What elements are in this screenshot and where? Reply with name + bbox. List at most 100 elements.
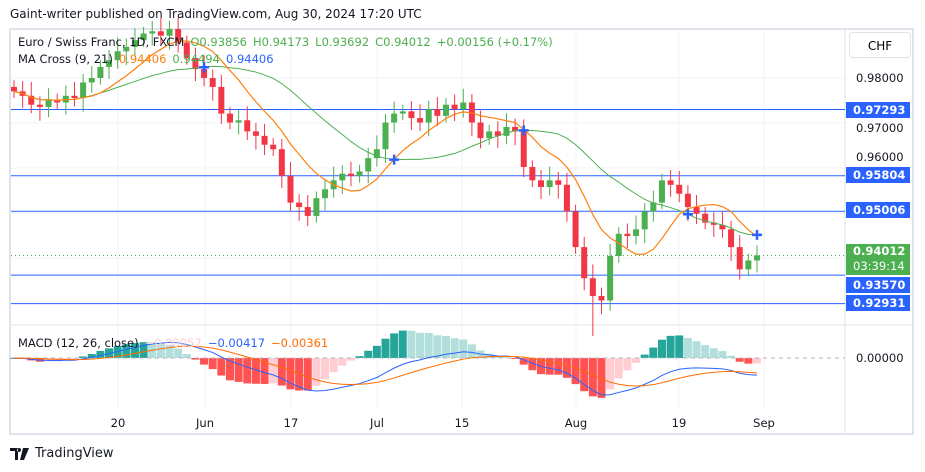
macd-histogram-bar [528, 358, 537, 371]
candle-body [451, 104, 458, 110]
candle-body [106, 60, 113, 67]
macd-histogram-bar [182, 354, 191, 358]
candle-body [97, 66, 104, 78]
candle-body [572, 211, 579, 248]
macd-histogram-bar [657, 339, 666, 358]
macd-histogram-bar [312, 358, 321, 386]
macd-histogram-bar [329, 358, 338, 373]
macd-histogram-bar [243, 358, 252, 384]
macd-histogram-bar [130, 343, 139, 358]
macd-histogram-bar [355, 356, 364, 358]
candle-body [581, 247, 588, 279]
macd-histogram-bar [70, 358, 79, 360]
macd-histogram-bar [269, 358, 278, 384]
candle-body [719, 224, 726, 230]
macd-histogram-bar [251, 358, 260, 384]
candle-body [503, 126, 510, 136]
candle-body [391, 113, 398, 123]
ma-cross-value: 0.94406 [225, 52, 274, 66]
y-tick: 0.96000 [856, 150, 904, 164]
macd-histogram-bar [554, 358, 563, 375]
macd-histogram-bar [718, 351, 727, 358]
macd-histogram-bar [649, 347, 658, 358]
macd-histogram-bar [346, 358, 355, 361]
y-tick: 0.97000 [856, 121, 904, 135]
candle-body [183, 42, 190, 58]
macd-histogram-bar [571, 358, 580, 385]
candle-body [434, 109, 441, 116]
macd-histogram-bar [727, 355, 736, 358]
macd-histogram-bar [260, 358, 269, 384]
bar-countdown: 03:39:14 [853, 259, 905, 273]
candle-body [71, 95, 78, 99]
macd-histogram-bar [200, 358, 209, 365]
candle-body [728, 229, 735, 248]
brand-name: TradingView [35, 446, 114, 461]
candle-body [684, 193, 691, 208]
macd-title[interactable]: MACD (12, 26, close) [18, 336, 139, 350]
macd-histogram-bar [485, 353, 494, 358]
macd-histogram-bar [390, 333, 399, 358]
candle-body [650, 202, 657, 212]
candle-body [408, 111, 415, 119]
macd-histogram-bar [753, 358, 761, 364]
macd-histogram-bar [562, 358, 571, 378]
tradingview-logo[interactable]: TradingView [10, 446, 114, 461]
cross-marker-icon [199, 62, 210, 73]
candle-body [252, 131, 259, 136]
candle-body [607, 256, 614, 301]
macd-histogram-bar [666, 335, 675, 358]
candle-body [80, 82, 87, 99]
macd-histogram-bar [286, 358, 295, 390]
macd-hist-value: −0.00057 [144, 336, 202, 350]
level-label: 0.95006 [846, 202, 910, 218]
ma-legend: MA Cross (9, 21) 0.94406 0.94494 0.94406 [18, 52, 280, 66]
macd-histogram-bar [467, 344, 476, 358]
candle-body [667, 180, 674, 185]
close-value: C0.94012 [375, 35, 431, 49]
candle-body [114, 51, 121, 61]
macd-histogram-bar [217, 358, 226, 376]
macd-histogram-bar [519, 358, 528, 365]
candle-body [702, 213, 709, 223]
candle-body [494, 131, 501, 136]
candle-body [209, 78, 216, 87]
macd-histogram-bar [597, 358, 606, 398]
candle-body [658, 180, 665, 203]
candle-body [235, 120, 242, 123]
candle-body [356, 171, 363, 176]
macd-histogram-bar [545, 358, 554, 375]
currency-button[interactable]: CHF [849, 32, 911, 58]
macd-histogram-bar [234, 358, 243, 382]
cross-marker-icon [389, 154, 400, 165]
macd-histogram-bar [338, 358, 347, 366]
candle-body [520, 131, 527, 167]
candle-body [296, 202, 303, 208]
ma-slow-line [13, 65, 758, 236]
candle-body [28, 95, 35, 105]
macd-histogram-bar [122, 344, 131, 358]
macd-histogram-bar [79, 356, 88, 358]
macd-histogram-bar [580, 358, 589, 392]
x-tick: Jul [370, 416, 384, 430]
candle-body [546, 180, 553, 188]
candle-body [417, 118, 424, 123]
candle-body [166, 29, 173, 36]
macd-histogram-bar [424, 333, 433, 358]
macd-histogram-bar [441, 336, 450, 358]
candle-body [11, 86, 17, 92]
cross-marker-icon [682, 209, 693, 220]
candle-body [149, 31, 156, 34]
macd-histogram-bar [139, 342, 148, 358]
candle-body [54, 100, 61, 103]
open-value: O0.93856 [190, 35, 247, 49]
macd-histogram-bar [321, 358, 330, 380]
candle-body [624, 233, 631, 236]
symbol-title[interactable]: Euro / Swiss Franc, 1D, FXCM [18, 35, 185, 49]
candle-body [175, 29, 182, 43]
candle-body [140, 33, 147, 41]
candle-body [123, 46, 130, 52]
macd-histogram-bar [44, 358, 53, 362]
ma-title[interactable]: MA Cross (9, 21) [18, 52, 113, 66]
